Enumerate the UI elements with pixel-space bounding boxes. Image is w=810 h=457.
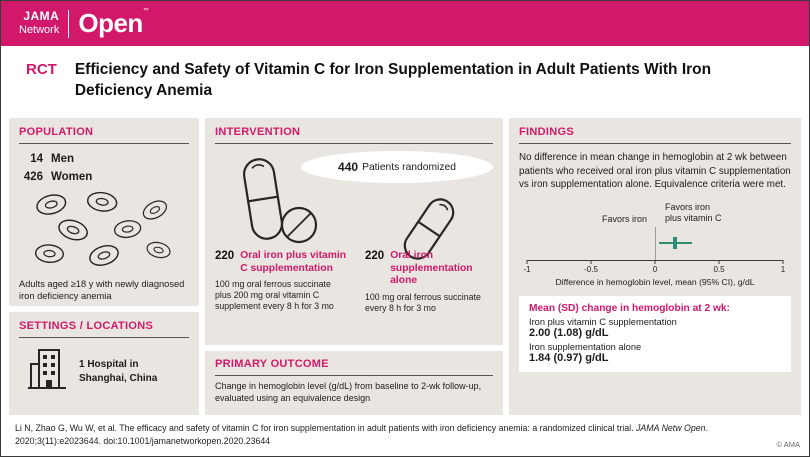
intervention-section: INTERVENTION 440 Patients randomized <box>205 118 503 345</box>
settings-location-text: 1 Hospital in Shanghai, China <box>79 359 158 384</box>
population-stat-women: 426 Women <box>19 169 189 187</box>
population-stat-men: 14 Men <box>19 151 189 169</box>
capsule-icon <box>383 193 475 270</box>
citation-text: Li N, Zhao G, Wu W, et al. The efficacy … <box>15 423 636 433</box>
result-row1-value: 2.00 (1.08) g/dL <box>529 326 609 339</box>
arm-iron-plus-vitc: 220 Oral iron plus vitamin C supplementa… <box>215 250 349 313</box>
population-section: POPULATION 14 Men 426 Women <box>9 118 199 306</box>
brand-open: Open <box>78 8 143 38</box>
result-row1-label: Iron plus vitamin C supplementation <box>529 316 677 327</box>
settings-section: SETTINGS / LOCATIONS <box>9 312 199 415</box>
zero-reference-line <box>655 226 656 260</box>
findings-summary: No difference in mean change in hemoglob… <box>519 152 791 191</box>
tick-mark <box>782 259 784 264</box>
result-box-title: Mean (SD) change in hemoglobin at 2 wk: <box>529 302 730 314</box>
brand-network: Network <box>19 24 60 37</box>
arm-iron-alone: 220 Oral iron supplementation alone 100 … <box>365 250 493 314</box>
tick-mark <box>654 259 656 264</box>
tick-label: 1 <box>780 264 786 274</box>
tick-mark <box>526 259 528 264</box>
tick-mark <box>590 259 592 264</box>
tick-label: -1 <box>523 264 531 274</box>
randomized-count: 440 <box>338 160 359 174</box>
arm2-count: 220 <box>365 250 385 262</box>
men-count: 14 <box>30 153 43 165</box>
arm1-title: Oral iron plus vitamin C supplementation <box>240 250 347 274</box>
copyright-notice: © AMA <box>776 440 800 449</box>
women-label: Women <box>51 170 93 183</box>
capsule-and-tablet-icon <box>227 155 323 254</box>
favors-iron-label: Favors iron <box>601 213 647 224</box>
arm2-detail: 100 mg oral ferrous succinate every 8 h … <box>365 291 481 313</box>
arm2-title: Oral iron supplementation alone <box>390 250 473 287</box>
favors-iron-plus-vitc-label: Favors iron plus vitamin C <box>665 201 722 223</box>
brand-jama: JAMA <box>23 9 60 24</box>
citation-journal: JAMA Netw Open <box>635 423 706 433</box>
result-row2-value: 1.84 (0.97) g/dL <box>529 351 609 364</box>
tick-mark <box>718 259 720 264</box>
logo-divider <box>68 9 70 38</box>
men-label: Men <box>51 153 74 165</box>
intervention-heading: INTERVENTION <box>215 126 493 144</box>
primary-outcome-text: Change in hemoglobin level (g/dL) from b… <box>215 381 482 403</box>
arm1-count: 220 <box>215 250 235 262</box>
findings-heading: FINDINGS <box>519 126 791 144</box>
citation-rest: . 2020;3(11):e2023644. doi:10.1001/jaman… <box>15 423 709 447</box>
citation-footer: Li N, Zhao G, Wu W, et al. The efficacy … <box>1 415 809 456</box>
women-count: 426 <box>23 170 43 183</box>
right-column: FINDINGS No difference in mean change in… <box>509 118 801 415</box>
middle-column: INTERVENTION 440 Patients randomized <box>205 118 503 415</box>
tick-label: -0.5 <box>584 264 598 274</box>
patients-randomized-badge: 440 Patients randomized <box>301 151 493 183</box>
tick-label: 0 <box>652 264 658 274</box>
masthead: JAMA Network Open™ <box>1 1 809 46</box>
population-heading: POPULATION <box>19 126 189 144</box>
title-bar: RCT Efficiency and Safety of Vitamin C f… <box>1 46 809 118</box>
tick-label: 0.5 <box>713 264 725 274</box>
primary-outcome-heading: PRIMARY OUTCOME <box>215 358 493 376</box>
forest-plot: Favors iron Favors iron plus vitamin C <box>519 200 791 290</box>
randomized-label: Patients randomized <box>362 161 456 173</box>
result-row2-label: Iron supplementation alone <box>529 341 642 352</box>
jama-network-open-logo: JAMA Network Open™ <box>19 8 149 39</box>
arm1-detail: 100 mg oral ferrous succinate plus 200 m… <box>215 279 334 312</box>
hospital-icon <box>27 345 67 398</box>
point-estimate-marker <box>673 236 678 249</box>
population-description: Adults aged ≥18 y with newly diagnosed i… <box>19 278 185 301</box>
study-type-badge: RCT <box>26 61 57 78</box>
findings-section: FINDINGS No difference in mean change in… <box>509 118 801 415</box>
red-blood-cells-icon <box>19 189 189 275</box>
main-content: POPULATION 14 Men 426 Women <box>9 118 801 415</box>
settings-heading: SETTINGS / LOCATIONS <box>19 320 189 338</box>
result-box: Mean (SD) change in hemoglobin at 2 wk: … <box>519 295 791 372</box>
x-axis-label: Difference in hemoglobin level, mean (95… <box>555 276 755 287</box>
trademark-symbol: ™ <box>142 8 149 14</box>
left-column: POPULATION 14 Men 426 Women <box>9 118 199 415</box>
page-title: Efficiency and Safety of Vitamin C for I… <box>74 61 712 99</box>
primary-outcome-section: PRIMARY OUTCOME Change in hemoglobin lev… <box>205 351 503 415</box>
